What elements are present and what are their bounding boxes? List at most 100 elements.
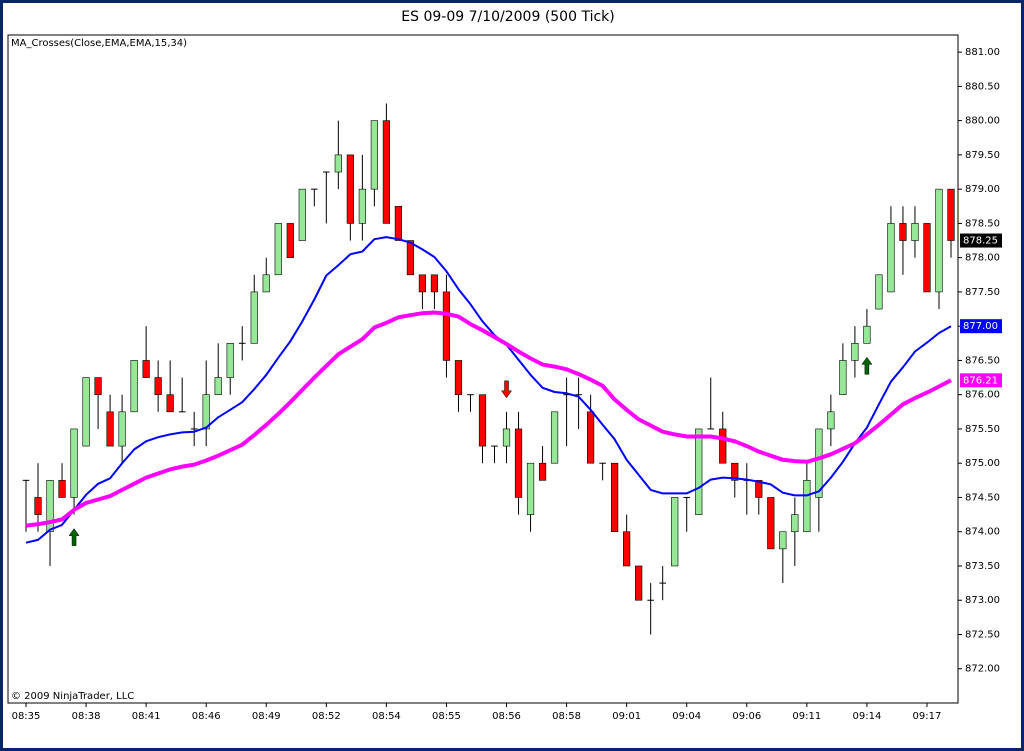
signal-arrow xyxy=(501,380,513,399)
x-tick-label: 08:46 xyxy=(192,711,221,722)
candle-body xyxy=(382,120,390,224)
candle-body xyxy=(202,394,210,430)
candle-body xyxy=(899,223,907,241)
x-tick-label: 09:11 xyxy=(792,711,821,722)
candle-body xyxy=(875,274,883,310)
y-tick-label: 879.00 xyxy=(965,184,1000,195)
candle-body xyxy=(442,291,451,361)
copyright: © 2009 NinjaTrader, LLC xyxy=(11,691,134,702)
y-tick-label: 878.00 xyxy=(965,253,1000,264)
ema-last-label-box xyxy=(960,319,1002,334)
candle-body xyxy=(719,428,727,464)
candle-body xyxy=(130,360,138,413)
ema-last-label: 876.21 xyxy=(963,375,998,386)
candle-body xyxy=(154,377,162,395)
candle-body xyxy=(863,325,871,344)
y-tick-label: 879.50 xyxy=(965,150,1000,161)
x-tick-label: 08:52 xyxy=(312,711,341,722)
candle-body xyxy=(406,240,415,276)
y-tick-label: 875.00 xyxy=(965,458,1000,469)
candle-body xyxy=(34,497,42,515)
candle-body xyxy=(947,188,955,241)
y-tick-label: 872.00 xyxy=(965,664,1000,675)
candle-body xyxy=(502,428,511,447)
candle-body xyxy=(635,565,643,601)
y-tick-label: 872.50 xyxy=(965,629,1000,640)
x-tick-label: 08:58 xyxy=(552,711,581,722)
candle-body xyxy=(695,428,703,515)
candle-body xyxy=(250,291,258,344)
y-tick-label: 874.00 xyxy=(965,527,1000,538)
candle-body xyxy=(214,377,222,395)
candle-body xyxy=(791,514,799,533)
candle-body xyxy=(623,531,631,567)
candle-body xyxy=(166,394,174,413)
candle-body xyxy=(587,411,595,464)
ema-last-label: 877.00 xyxy=(963,321,998,332)
y-tick-label: 877.50 xyxy=(965,287,1000,298)
candle-body xyxy=(70,428,78,498)
x-tick-label: 08:38 xyxy=(72,711,101,722)
indicator-label: MA_Crosses(Close,EMA,EMA,15,34) xyxy=(11,38,187,49)
x-tick-label: 08:35 xyxy=(12,711,41,722)
x-tick-label: 09:17 xyxy=(913,711,942,722)
candle-body xyxy=(298,188,306,241)
x-tick-label: 09:14 xyxy=(852,711,881,722)
ema-line xyxy=(25,310,952,528)
candle-body xyxy=(478,394,487,447)
y-tick-label: 873.00 xyxy=(965,595,1000,606)
x-tick-label: 08:55 xyxy=(432,711,461,722)
y-tick-label: 880.50 xyxy=(965,81,1000,92)
candle-body xyxy=(454,360,463,395)
y-tick-label: 876.50 xyxy=(965,355,1000,366)
candle-body xyxy=(118,411,126,447)
chart-title: ES 09-09 7/10/2009 (500 Tick) xyxy=(401,9,614,25)
candle-body xyxy=(911,223,919,241)
candle-body xyxy=(334,154,342,173)
x-tick-label: 09:04 xyxy=(672,711,701,722)
candle-body xyxy=(394,205,403,241)
plot-area xyxy=(7,34,959,704)
x-tick-label: 09:06 xyxy=(732,711,761,722)
x-tick-label: 08:56 xyxy=(492,711,521,722)
candle-body xyxy=(226,343,234,378)
ema-line xyxy=(25,236,952,544)
candle-body xyxy=(430,274,439,293)
last-price-label: 878.25 xyxy=(963,236,998,247)
candle-body xyxy=(815,428,823,498)
y-tick-label: 873.50 xyxy=(965,561,1000,572)
candle-body xyxy=(767,497,775,550)
candle-body xyxy=(58,480,66,498)
candle-body xyxy=(262,274,270,293)
x-tick-label: 08:54 xyxy=(372,711,401,722)
candle-body xyxy=(731,462,739,481)
candle-body xyxy=(526,462,535,515)
candle-body xyxy=(346,154,354,224)
candle-body xyxy=(935,188,943,293)
x-tick-label: 09:01 xyxy=(612,711,641,722)
candle-body xyxy=(779,531,787,550)
last-price-label-box xyxy=(960,233,1002,248)
candle-body xyxy=(142,360,150,378)
candle-body xyxy=(286,223,294,258)
y-tick-label: 881.00 xyxy=(965,47,1000,58)
y-tick-label: 874.50 xyxy=(965,492,1000,503)
candle-body xyxy=(538,462,547,481)
y-tick-label: 878.50 xyxy=(965,218,1000,229)
candle-body xyxy=(274,223,282,276)
candle-body xyxy=(803,480,811,533)
candle-body xyxy=(851,343,859,361)
candle-body xyxy=(46,480,54,533)
y-tick-label: 876.00 xyxy=(965,390,1000,401)
signal-arrow xyxy=(68,528,80,546)
candle-body xyxy=(923,223,931,293)
candle-body xyxy=(370,120,378,190)
candle-body xyxy=(358,188,366,224)
candle-body xyxy=(671,497,679,567)
candle-body xyxy=(839,360,847,395)
candle-body xyxy=(514,428,523,498)
candle-body xyxy=(887,223,895,293)
candle-body xyxy=(418,274,427,293)
candle-body xyxy=(550,411,559,464)
